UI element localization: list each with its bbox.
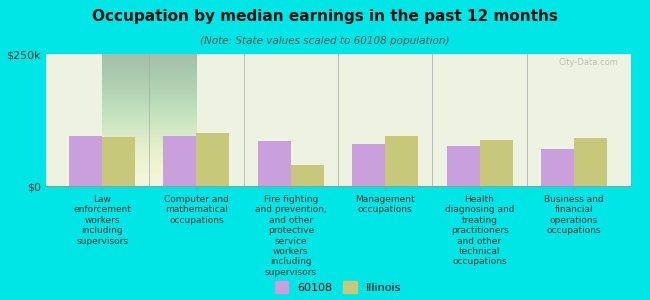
Legend: 60108, Illinois: 60108, Illinois [275,281,401,292]
Bar [480,140,513,186]
Bar [102,137,135,186]
Bar [291,165,324,186]
Text: Occupation by median earnings in the past 12 months: Occupation by median earnings in the pas… [92,9,558,24]
Bar [258,141,291,186]
Bar [541,149,574,186]
Text: City-Data.com: City-Data.com [559,58,619,67]
Text: (Note: State values scaled to 60108 population): (Note: State values scaled to 60108 popu… [200,36,450,46]
Bar [352,144,385,186]
Bar [69,136,102,186]
Bar [196,133,229,186]
Bar [447,146,480,186]
Bar [385,136,418,186]
Bar [163,136,196,186]
Bar [574,139,607,186]
